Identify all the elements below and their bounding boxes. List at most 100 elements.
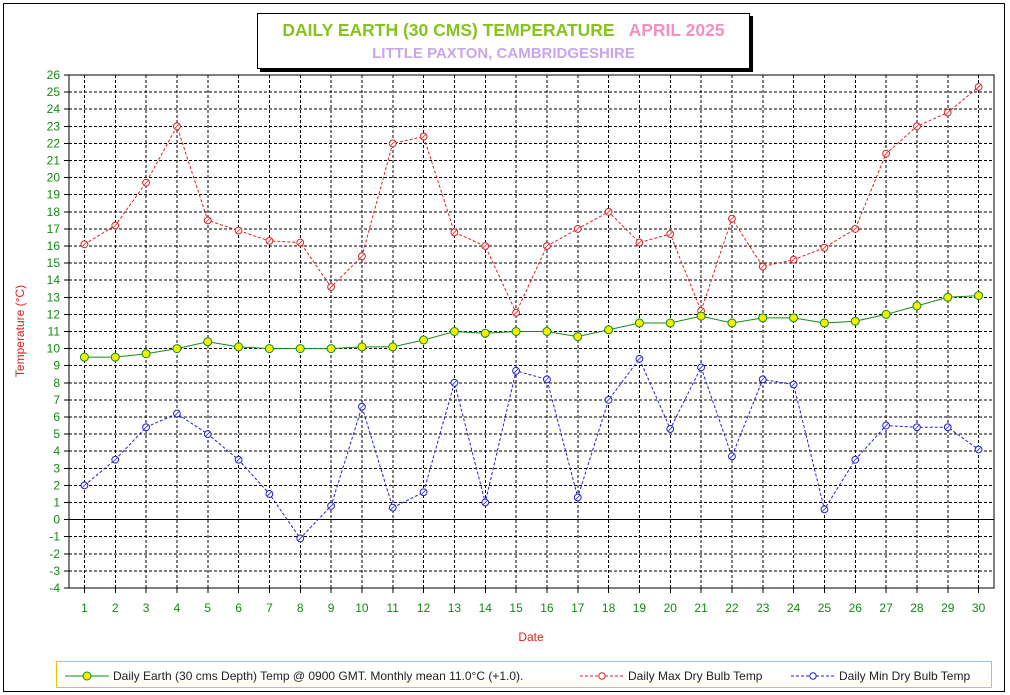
y-tick-label: 15 [47, 256, 61, 270]
y-tick-label: 19 [47, 188, 61, 202]
x-tick-label: 7 [266, 601, 273, 615]
y-tick-label: -4 [49, 581, 60, 595]
data-point-earth [758, 313, 768, 323]
data-point-mark-max [390, 141, 396, 146]
data-point-earth [449, 327, 459, 336]
data-point-mark-max [667, 231, 673, 237]
data-point-earth [295, 344, 305, 354]
y-tick-label: 23 [47, 119, 61, 133]
data-point-mark-max [637, 240, 642, 245]
legend-label-min: Daily Min Dry Bulb Temp [839, 668, 971, 683]
data-point-mark-max [421, 134, 426, 139]
data-point-earth [141, 349, 151, 359]
data-point-mark-max [513, 310, 519, 315]
x-tick-label: 3 [143, 601, 150, 615]
y-tick-label: -2 [49, 547, 60, 561]
data-point-mark-max [575, 226, 581, 232]
y-tick-label: 16 [47, 239, 61, 253]
data-point-mark-min [513, 368, 519, 374]
x-tick-label: 23 [756, 601, 770, 615]
chart-title: DAILY EARTH (30 CMS) TEMPERATURE APRIL 20… [258, 20, 749, 41]
data-point-mark-min [297, 536, 303, 541]
data-point-mark-min [359, 404, 365, 410]
y-tick-label: 6 [53, 410, 60, 424]
x-tick-label: 16 [540, 601, 554, 615]
data-point-mark-max [236, 228, 241, 233]
data-point-mark-min [452, 380, 457, 386]
y-tick-label: 21 [47, 154, 61, 168]
x-tick-label: 1 [81, 601, 88, 615]
x-tick-label: 20 [664, 601, 678, 615]
data-point-mark-max [976, 84, 981, 90]
y-tick-label: 26 [47, 68, 61, 82]
data-point-mark-max [359, 253, 365, 259]
x-tick-label: 29 [941, 601, 955, 615]
data-point-earth [110, 352, 120, 362]
data-point-earth [665, 318, 675, 328]
data-point-mark-min [637, 356, 642, 362]
data-point-mark-max [791, 257, 796, 262]
data-point-earth [234, 342, 244, 352]
data-point-mark-min [760, 377, 766, 382]
legend-swatch-min [791, 671, 835, 680]
x-tick-label: 26 [849, 601, 863, 615]
plot-border [68, 74, 995, 589]
chart-title-main: DAILY EARTH (30 CMS) TEMPERATURE [282, 20, 615, 40]
data-point-mark-min [914, 424, 920, 430]
y-tick-label: 17 [47, 222, 61, 236]
x-tick-label: 15 [509, 601, 523, 615]
y-tick-label: 8 [53, 376, 60, 390]
data-point-mark-min [143, 424, 149, 430]
data-point-mark-max [760, 264, 766, 269]
data-point-earth [974, 291, 984, 301]
data-point-mark-max [729, 216, 735, 221]
data-point-mark-min [544, 377, 550, 382]
data-point-mark-max [297, 240, 303, 245]
x-tick-label: 12 [417, 601, 431, 615]
x-tick-label: 24 [787, 601, 801, 615]
data-point-earth [696, 311, 706, 321]
data-point-mark-min [883, 423, 889, 428]
chart-subtitle-location: LITTLE PAXTON, CAMBRIDGESHIRE [372, 45, 635, 62]
data-point-earth [511, 327, 521, 336]
y-axis-label: Temperature (°C) [13, 285, 27, 377]
x-tick-label: 2 [112, 601, 119, 615]
legend-label-earth: Daily Earth (30 cms Depth) Temp @ 0900 G… [113, 668, 524, 683]
data-point-mark-min [575, 495, 581, 500]
data-point-mark-max [452, 230, 457, 235]
legend-item-max: Daily Max Dry Bulb Temp [580, 662, 762, 689]
y-tick-label: 7 [53, 393, 60, 407]
data-point-earth [727, 318, 737, 328]
y-tick-label: 22 [47, 136, 61, 150]
chart-title-box: DAILY EARTH (30 CMS) TEMPERATURE APRIL 20… [257, 13, 750, 69]
data-point-mark-max [143, 180, 149, 186]
y-tick-label: -3 [49, 564, 60, 578]
data-point-mark-max [822, 245, 827, 250]
data-point-earth [912, 301, 922, 311]
x-tick-label: 18 [602, 601, 616, 615]
y-tick-label: 4 [53, 444, 60, 458]
x-tick-label: 11 [387, 601, 400, 615]
data-point-mark-min [205, 431, 211, 437]
data-point-mark-max [945, 110, 951, 115]
data-point-earth [881, 309, 891, 319]
data-point-earth [172, 344, 182, 354]
y-tick-label: 5 [53, 427, 60, 441]
y-tick-label: 2 [53, 478, 60, 492]
data-point-mark-min [236, 457, 241, 463]
data-point-mark-min [698, 365, 704, 370]
axes: -4-3-2-101234567891011121314151617181920… [47, 68, 995, 615]
data-point-mark-min [174, 411, 180, 416]
y-tick-label: 11 [48, 325, 61, 339]
data-point-mark-min [667, 426, 673, 432]
x-tick-label: 14 [479, 601, 493, 615]
data-point-mark-max [82, 242, 87, 247]
y-tick-label: 20 [47, 171, 61, 185]
data-point-mark-min [82, 483, 87, 488]
data-point-earth [326, 344, 336, 354]
data-point-mark-min [112, 457, 118, 463]
x-tick-label: 22 [725, 601, 739, 615]
data-point-mark-min [976, 447, 981, 452]
data-point-mark-min [421, 489, 426, 495]
